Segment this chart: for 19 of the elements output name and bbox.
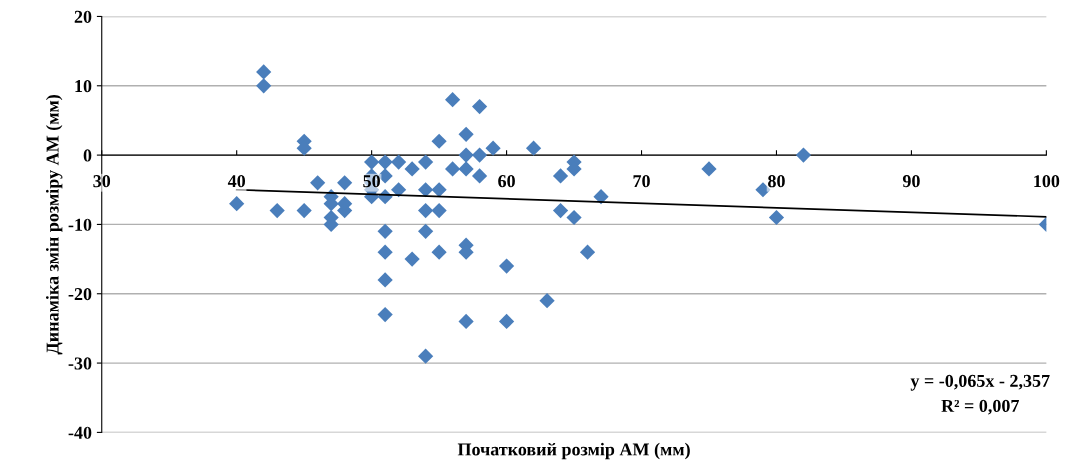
annotation: R² = 0,007 — [941, 399, 1019, 415]
x-tick-label: 80 — [768, 175, 785, 188]
x-axis-title: Початковий розмір АМ (мм) — [457, 442, 690, 460]
y-tick-label: -30 — [68, 357, 92, 370]
x-tick-label: 70 — [633, 175, 650, 188]
y-tick-label: 0 — [83, 149, 92, 162]
x-tick-label: 30 — [93, 175, 111, 188]
y-axis-title: Динаміка змін розміру АМ (мм) — [45, 95, 63, 355]
y-tick-label: -40 — [68, 426, 92, 439]
y-tick-label: 10 — [75, 80, 92, 93]
y-tick-label: 20 — [74, 10, 92, 23]
x-tick-label: 60 — [498, 175, 515, 188]
x-tick-label: 90 — [902, 175, 920, 188]
annotation: y = -0,065x - 2,357 — [910, 374, 1050, 391]
x-tick-label: 100 — [1034, 175, 1060, 188]
y-tick-label: -20 — [68, 288, 92, 301]
y-tick-label: -10 — [68, 218, 92, 231]
x-tick-label: 40 — [227, 175, 246, 188]
x-tick-label: 50 — [363, 175, 380, 188]
